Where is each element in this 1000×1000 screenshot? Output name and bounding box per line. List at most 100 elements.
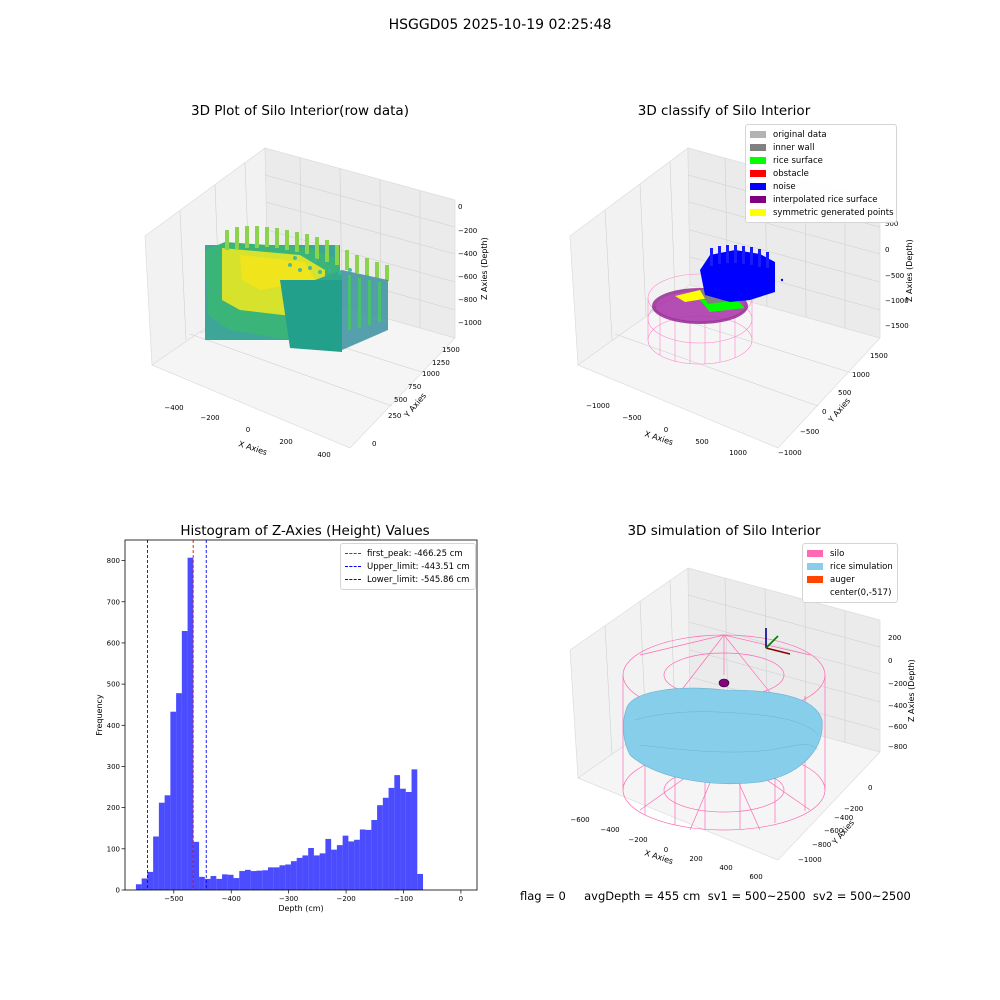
histogram-bar	[135, 884, 142, 890]
raw-ytick-5: 1250	[432, 359, 450, 367]
histogram-bar	[313, 855, 320, 890]
auger-marker	[718, 678, 730, 688]
histogram-bar	[158, 802, 165, 890]
histogram-bar	[267, 867, 274, 890]
legend-swatch	[807, 589, 823, 596]
raw-ytick-3: 750	[408, 383, 421, 391]
simulation-legend-item: center(0,-517)	[807, 586, 893, 599]
legend-label: auger	[830, 574, 855, 585]
histogram-bar	[302, 855, 309, 890]
histogram-bar	[141, 878, 148, 890]
legend-swatch	[750, 144, 766, 151]
legend-label: rice simulation	[830, 561, 893, 572]
sim-ytick-1: −200	[844, 805, 863, 813]
raw-point-cloud	[205, 226, 389, 352]
classify-legend-item: inner wall	[750, 141, 892, 154]
classify-xtick-1: −500	[622, 414, 641, 422]
histogram-bar	[216, 878, 223, 890]
histogram-bar	[153, 836, 159, 890]
histogram-bar	[199, 876, 205, 890]
sim-xtick-5: 400	[719, 864, 732, 872]
histogram-bar	[193, 841, 200, 890]
classify-legend: original data inner wall rice surface ob…	[745, 124, 897, 223]
legend-label: noise	[773, 181, 796, 192]
legend-label: rice surface	[773, 155, 823, 166]
legend-label: obstacle	[773, 168, 809, 179]
sim-ztick-5: −800	[888, 743, 907, 751]
histogram-ytick-label: 0	[116, 887, 120, 895]
classify-xtick-4: 1000	[729, 449, 747, 457]
histogram-xtick-label: −200	[336, 895, 355, 903]
histogram-bar	[245, 869, 251, 890]
raw-plot-title: 3D Plot of Silo Interior(row data)	[191, 103, 409, 119]
sim-xtick-0: −600	[570, 816, 589, 824]
histogram-bar	[239, 871, 246, 890]
classify-ztick-4: −1500	[885, 322, 909, 330]
legend-swatch	[750, 131, 766, 138]
raw-ztick-5: −1000	[458, 319, 482, 327]
simulation-legend-item: silo	[807, 547, 893, 560]
histogram-bar	[222, 874, 228, 890]
classify-legend-item: original data	[750, 128, 892, 141]
histogram-bar	[262, 870, 268, 890]
classify-ytick-5: 1500	[870, 352, 888, 360]
histogram-bar	[325, 838, 332, 890]
histogram-bar	[382, 797, 389, 890]
raw-xtick-1: −200	[200, 414, 219, 422]
classify-xtick-2: 0	[664, 426, 668, 434]
raw-ztick-1: −200	[458, 227, 477, 235]
sim-zlabel: Z Axies (Depth)	[907, 659, 916, 722]
sim-xtick-3: 0	[664, 846, 668, 854]
legend-label: silo	[830, 548, 845, 559]
histogram-bar	[187, 557, 194, 890]
simulation-3d-plot[interactable]: −600 −400 −200 0 200 400 600 X Axies 0 −…	[560, 550, 920, 880]
legend-swatch	[750, 209, 766, 216]
histogram-ytick-label: 700	[107, 598, 120, 606]
classify-xtick-3: 500	[695, 438, 708, 446]
legend-swatch	[750, 196, 766, 203]
histogram-legend-item: Upper_limit: -443.51 cm	[345, 560, 471, 573]
raw-ztick-4: −800	[458, 296, 477, 304]
histogram-bar	[354, 839, 360, 890]
legend-label: symmetric generated points	[773, 207, 894, 218]
classify-ztick-1: 0	[885, 246, 889, 254]
raw-ytick-0: 0	[372, 440, 376, 448]
histogram-legend-item: Lower_limit: -545.86 cm	[345, 573, 471, 586]
raw-ytick-6: 1500	[442, 346, 460, 354]
histogram-bar	[273, 867, 280, 890]
histogram-ytick-label: 800	[107, 557, 120, 565]
histogram-bar	[170, 711, 177, 890]
histogram-bar	[227, 874, 234, 890]
classify-noise-points	[700, 245, 784, 302]
legend-label: Lower_limit: -545.86 cm	[367, 574, 470, 585]
histogram-xtick-label: −300	[279, 895, 298, 903]
classify-legend-item: symmetric generated points	[750, 206, 894, 219]
histogram-ytick-label: 500	[107, 681, 120, 689]
legend-line	[345, 579, 361, 580]
classify-3d-plot[interactable]: −1000 −500 0 500 1000 X Axies −1000 −500…	[560, 130, 920, 470]
raw-xtick-2: 0	[246, 426, 250, 434]
raw-xtick-3: 200	[279, 438, 292, 446]
sim-xtick-4: 200	[689, 855, 702, 863]
legend-label: Upper_limit: -443.51 cm	[367, 561, 470, 572]
classify-ytick-1: −500	[800, 428, 819, 436]
sim-ytick-5: −1000	[798, 856, 822, 864]
histogram-bar	[331, 849, 337, 890]
simulation-legend-item: rice simulation	[807, 560, 893, 573]
histogram-xtick-label: −400	[222, 895, 241, 903]
raw-zlabel: Z Axies (Depth)	[480, 237, 489, 300]
raw-ytick-4: 1000	[422, 370, 440, 378]
raw-3d-plot[interactable]: −400 −200 0 200 400 X Axies 0 250 500 75…	[130, 130, 490, 470]
histogram-bar	[348, 841, 355, 890]
sim-ztick-4: −600	[888, 723, 907, 731]
histogram-bar	[204, 878, 211, 890]
histogram-bar	[319, 853, 326, 890]
legend-label: first_peak: -466.25 cm	[367, 548, 463, 559]
histogram-ytick-label: 100	[107, 845, 120, 853]
sim-xtick-1: −400	[600, 826, 619, 834]
legend-label: original data	[773, 129, 827, 140]
histogram-xtick-label: 0	[459, 895, 463, 903]
classify-xtick-0: −1000	[586, 402, 610, 410]
raw-ytick-1: 250	[388, 412, 401, 420]
